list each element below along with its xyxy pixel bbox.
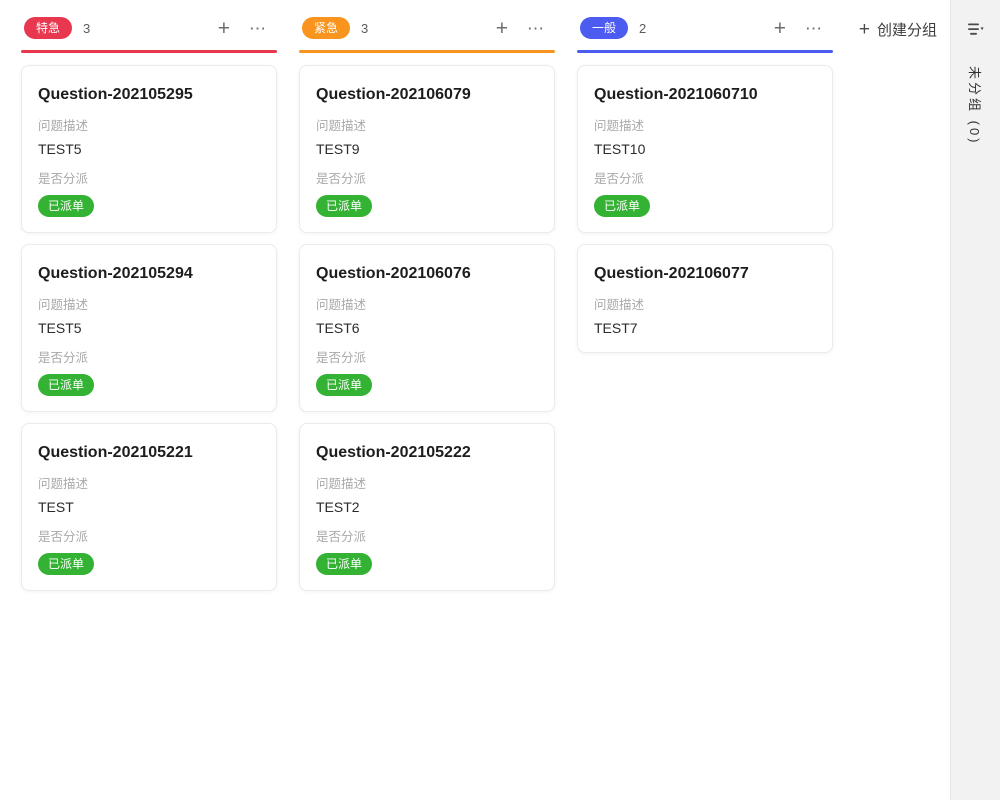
desc-label: 问题描述 — [316, 477, 367, 491]
assign-label: 是否分派 — [316, 351, 367, 365]
column-header: 特急 3 + ⋯ — [21, 15, 277, 41]
card-title: Question-202105295 — [38, 86, 193, 103]
task-card[interactable]: Question-202106076 问题描述 TEST6 是否分派 已派单 — [299, 244, 555, 412]
card-title: Question-202106077 — [594, 265, 749, 282]
card-title: Question-202105221 — [38, 444, 193, 461]
ungrouped-group-label[interactable]: 未分组 (0) — [967, 66, 982, 146]
kanban-column: 特急 3 + ⋯ Question-202105295 问题描述 TEST5 是… — [21, 15, 277, 591]
assign-section: 是否分派 已派单 — [316, 530, 538, 575]
assign-section: 是否分派 已派单 — [38, 172, 260, 217]
column-count: 2 — [639, 20, 647, 36]
card-title: Question-202106079 — [316, 86, 471, 103]
desc-label: 问题描述 — [38, 298, 89, 312]
desc-label: 问题描述 — [38, 477, 89, 491]
task-card[interactable]: Question-202105294 问题描述 TEST5 是否分派 已派单 — [21, 244, 277, 412]
card-title: Question-202105222 — [316, 444, 471, 461]
assign-label: 是否分派 — [38, 172, 89, 186]
assigned-badge: 已派单 — [316, 195, 373, 217]
board-area: 特急 3 + ⋯ Question-202105295 问题描述 TEST5 是… — [21, 15, 937, 591]
right-sidebar: 未分组 (0) — [950, 0, 1000, 800]
column-menu-button[interactable]: ⋯ — [249, 18, 267, 38]
assign-label: 是否分派 — [38, 351, 89, 365]
assign-label: 是否分派 — [316, 530, 367, 544]
assigned-badge: 已派单 — [38, 195, 95, 217]
assign-section: 是否分派 已派单 — [594, 172, 816, 217]
desc-value: TEST2 — [316, 499, 360, 515]
column-count: 3 — [83, 20, 91, 36]
assign-label: 是否分派 — [38, 530, 89, 544]
desc-value: TEST5 — [38, 141, 82, 157]
column-menu-button[interactable]: ⋯ — [805, 18, 823, 38]
assigned-badge: 已派单 — [38, 553, 95, 575]
desc-value: TEST9 — [316, 141, 360, 157]
assigned-badge: 已派单 — [38, 374, 95, 396]
desc-label: 问题描述 — [594, 298, 645, 312]
collapse-list-icon[interactable] — [967, 22, 984, 42]
task-card[interactable]: Question-202105295 问题描述 TEST5 是否分派 已派单 — [21, 65, 277, 233]
add-card-button[interactable]: + — [773, 16, 786, 40]
assign-label: 是否分派 — [316, 172, 367, 186]
card-title: Question-202105294 — [38, 265, 193, 282]
kanban-board: 特急 3 + ⋯ Question-202105295 问题描述 TEST5 是… — [21, 15, 833, 591]
task-card[interactable]: Question-202105222 问题描述 TEST2 是否分派 已派单 — [299, 423, 555, 591]
column-color-bar — [21, 50, 277, 53]
column-header: 紧急 3 + ⋯ — [299, 15, 555, 41]
task-card[interactable]: Question-202106077 问题描述 TEST7 — [577, 244, 833, 353]
task-card[interactable]: Question-2021060710 问题描述 TEST10 是否分派 已派单 — [577, 65, 833, 233]
column-cards: Question-2021060710 问题描述 TEST10 是否分派 已派单… — [577, 65, 833, 353]
assigned-badge: 已派单 — [594, 195, 651, 217]
assign-section: 是否分派 已派单 — [38, 530, 260, 575]
assigned-badge: 已派单 — [316, 553, 373, 575]
desc-value: TEST10 — [594, 141, 646, 157]
priority-badge: 特急 — [24, 17, 73, 39]
priority-badge: 一般 — [580, 17, 629, 39]
kanban-column: 紧急 3 + ⋯ Question-202106079 问题描述 TEST9 是… — [299, 15, 555, 591]
desc-value: TEST — [38, 499, 74, 515]
desc-label: 问题描述 — [316, 298, 367, 312]
card-title: Question-202106076 — [316, 265, 471, 282]
column-count: 3 — [361, 20, 369, 36]
task-card[interactable]: Question-202106079 问题描述 TEST9 是否分派 已派单 — [299, 65, 555, 233]
column-menu-button[interactable]: ⋯ — [527, 18, 545, 38]
create-group-label: 创建分组 — [876, 22, 937, 39]
add-card-button[interactable]: + — [217, 16, 230, 40]
create-group-button[interactable]: + 创建分组 — [859, 19, 937, 40]
desc-label: 问题描述 — [38, 119, 89, 133]
desc-value: TEST6 — [316, 320, 360, 336]
column-header: 一般 2 + ⋯ — [577, 15, 833, 41]
column-color-bar — [577, 50, 833, 53]
add-card-button[interactable]: + — [495, 16, 508, 40]
assigned-badge: 已派单 — [316, 374, 373, 396]
priority-badge: 紧急 — [302, 17, 351, 39]
desc-value: TEST7 — [594, 320, 638, 336]
desc-label: 问题描述 — [594, 119, 645, 133]
column-cards: Question-202105295 问题描述 TEST5 是否分派 已派单 Q… — [21, 65, 277, 591]
assign-section: 是否分派 已派单 — [316, 351, 538, 396]
column-color-bar — [299, 50, 555, 53]
assign-label: 是否分派 — [594, 172, 645, 186]
kanban-column: 一般 2 + ⋯ Question-2021060710 问题描述 TEST10… — [577, 15, 833, 591]
card-title: Question-2021060710 — [594, 86, 758, 103]
column-cards: Question-202106079 问题描述 TEST9 是否分派 已派单 Q… — [299, 65, 555, 591]
assign-section: 是否分派 已派单 — [316, 172, 538, 217]
task-card[interactable]: Question-202105221 问题描述 TEST 是否分派 已派单 — [21, 423, 277, 591]
desc-value: TEST5 — [38, 320, 82, 336]
plus-icon: + — [858, 19, 870, 40]
assign-section: 是否分派 已派单 — [38, 351, 260, 396]
desc-label: 问题描述 — [316, 119, 367, 133]
